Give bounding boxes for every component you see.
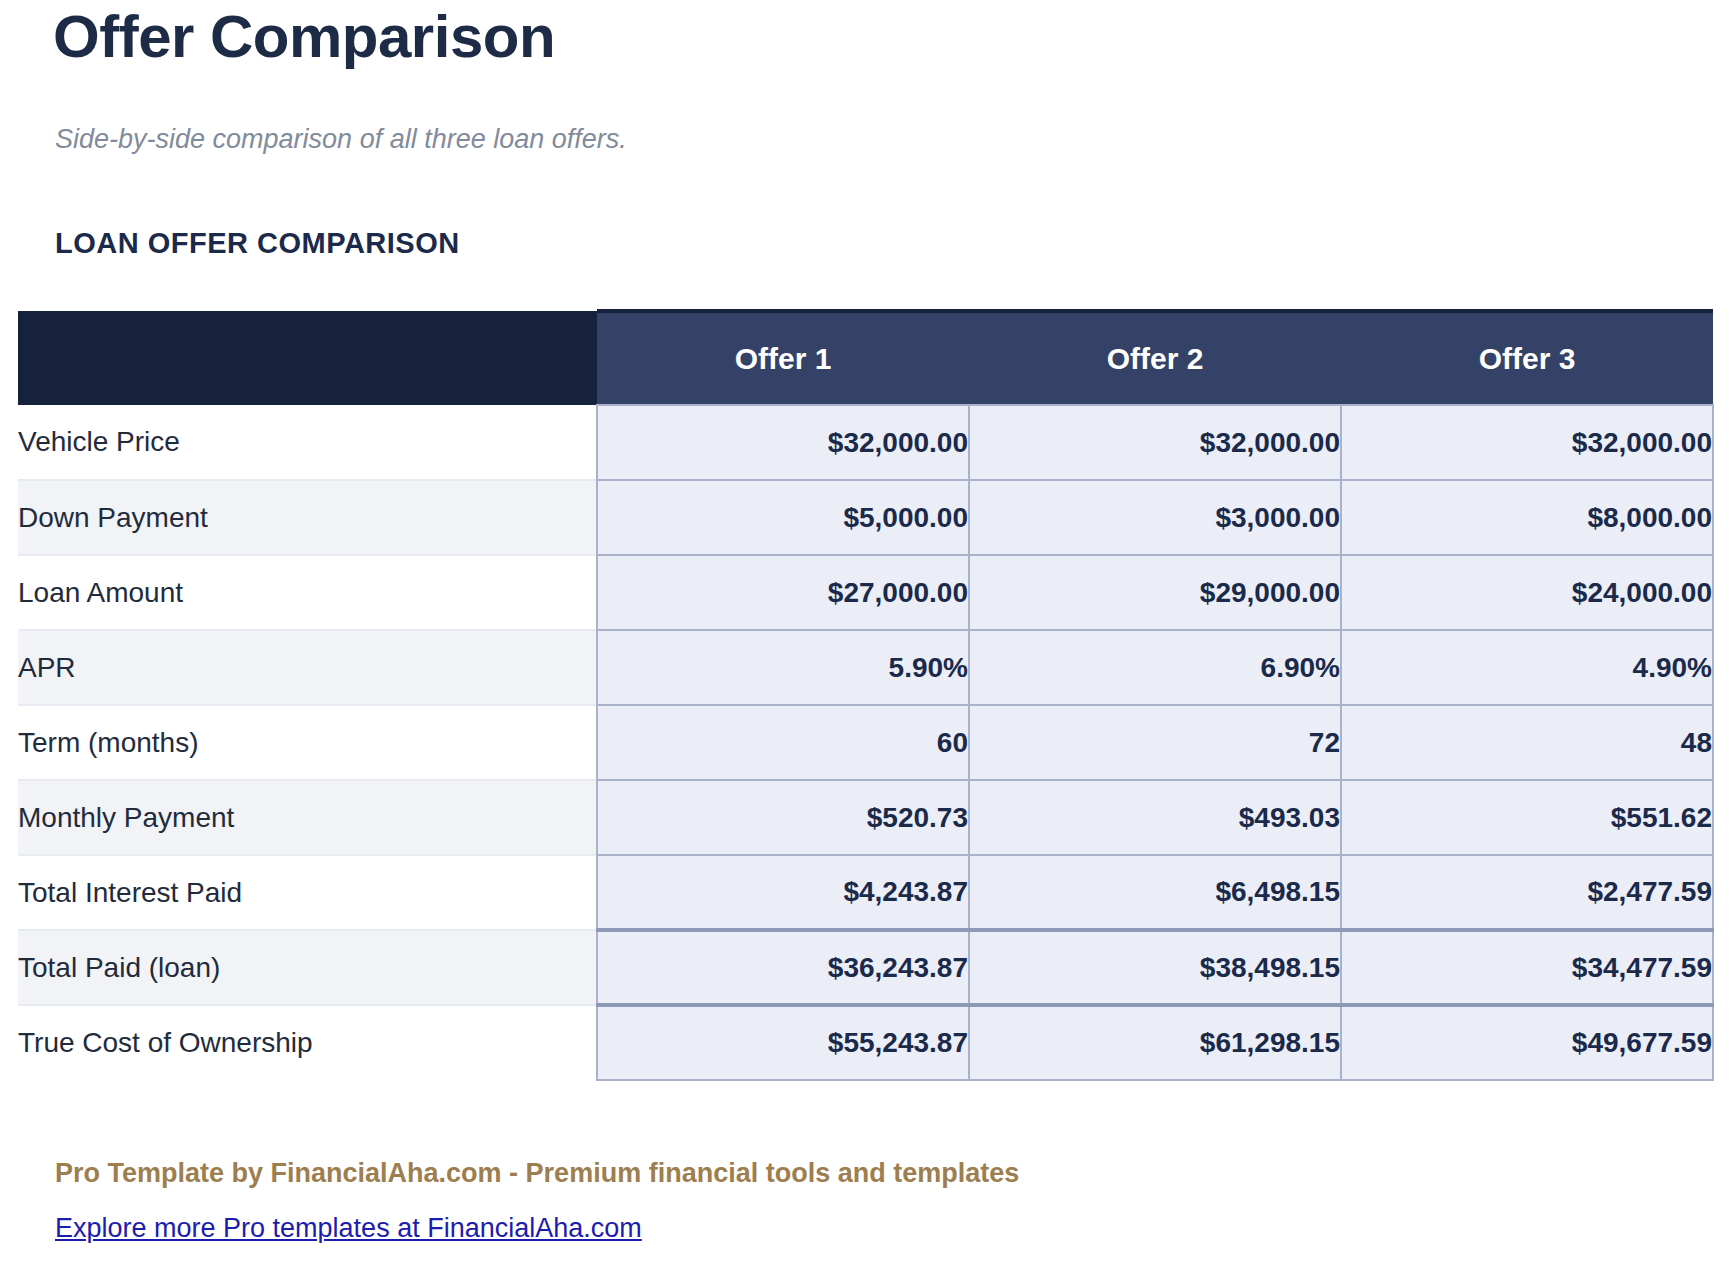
cell-value: $520.73 — [597, 780, 969, 855]
cell-value: 6.90% — [969, 630, 1341, 705]
footer-credit-text: Pro Template by FinancialAha.com - Premi… — [55, 1158, 1019, 1189]
cell-value: $61,298.15 — [969, 1005, 1341, 1080]
cell-value: 4.90% — [1341, 630, 1713, 705]
table-row-total-paid-loan: Total Paid (loan) $36,243.87 $38,498.15 … — [18, 930, 1713, 1005]
page-subtitle: Side-by-side comparison of all three loa… — [55, 124, 627, 155]
cell-value: $32,000.00 — [969, 405, 1341, 480]
row-label: Down Payment — [18, 480, 597, 555]
cell-value: $29,000.00 — [969, 555, 1341, 630]
table-row-monthly-payment: Monthly Payment $520.73 $493.03 $551.62 — [18, 780, 1713, 855]
row-label: APR — [18, 630, 597, 705]
cell-value: $27,000.00 — [597, 555, 969, 630]
cell-value: $551.62 — [1341, 780, 1713, 855]
cell-value: $36,243.87 — [597, 930, 969, 1005]
page-title: Offer Comparison — [53, 4, 555, 70]
cell-value: $32,000.00 — [597, 405, 969, 480]
cell-value: $6,498.15 — [969, 855, 1341, 930]
table-row-term-months: Term (months) 60 72 48 — [18, 705, 1713, 780]
loan-offer-comparison-table: Offer 1 Offer 2 Offer 3 Vehicle Price $3… — [18, 309, 1714, 1081]
table-row-vehicle-price: Vehicle Price $32,000.00 $32,000.00 $32,… — [18, 405, 1713, 480]
cell-value: $2,477.59 — [1341, 855, 1713, 930]
table-row-apr: APR 5.90% 6.90% 4.90% — [18, 630, 1713, 705]
row-label: Term (months) — [18, 705, 597, 780]
cell-value: $32,000.00 — [1341, 405, 1713, 480]
cell-value: $4,243.87 — [597, 855, 969, 930]
cell-value: $49,677.59 — [1341, 1005, 1713, 1080]
row-label: Total Interest Paid — [18, 855, 597, 930]
cell-value: $493.03 — [969, 780, 1341, 855]
table-header-row: Offer 1 Offer 2 Offer 3 — [18, 311, 1713, 405]
cell-value: $55,243.87 — [597, 1005, 969, 1080]
cell-value: $24,000.00 — [1341, 555, 1713, 630]
cell-value: $38,498.15 — [969, 930, 1341, 1005]
cell-value: $34,477.59 — [1341, 930, 1713, 1005]
cell-value: 60 — [597, 705, 969, 780]
row-label: Loan Amount — [18, 555, 597, 630]
cell-value: 5.90% — [597, 630, 969, 705]
footer-explore-link[interactable]: Explore more Pro templates at FinancialA… — [55, 1213, 642, 1244]
table-corner-cell — [18, 311, 597, 405]
table-row-true-cost-of-ownership: True Cost of Ownership $55,243.87 $61,29… — [18, 1005, 1713, 1080]
column-header-offer-2: Offer 2 — [969, 311, 1341, 405]
column-header-offer-3: Offer 3 — [1341, 311, 1713, 405]
table-row-total-interest-paid: Total Interest Paid $4,243.87 $6,498.15 … — [18, 855, 1713, 930]
cell-value: 72 — [969, 705, 1341, 780]
column-header-offer-1: Offer 1 — [597, 311, 969, 405]
cell-value: $3,000.00 — [969, 480, 1341, 555]
table-row-down-payment: Down Payment $5,000.00 $3,000.00 $8,000.… — [18, 480, 1713, 555]
table-row-loan-amount: Loan Amount $27,000.00 $29,000.00 $24,00… — [18, 555, 1713, 630]
row-label: Vehicle Price — [18, 405, 597, 480]
cell-value: 48 — [1341, 705, 1713, 780]
row-label: True Cost of Ownership — [18, 1005, 597, 1080]
row-label: Monthly Payment — [18, 780, 597, 855]
row-label: Total Paid (loan) — [18, 930, 597, 1005]
section-heading: LOAN OFFER COMPARISON — [55, 227, 460, 260]
cell-value: $5,000.00 — [597, 480, 969, 555]
cell-value: $8,000.00 — [1341, 480, 1713, 555]
